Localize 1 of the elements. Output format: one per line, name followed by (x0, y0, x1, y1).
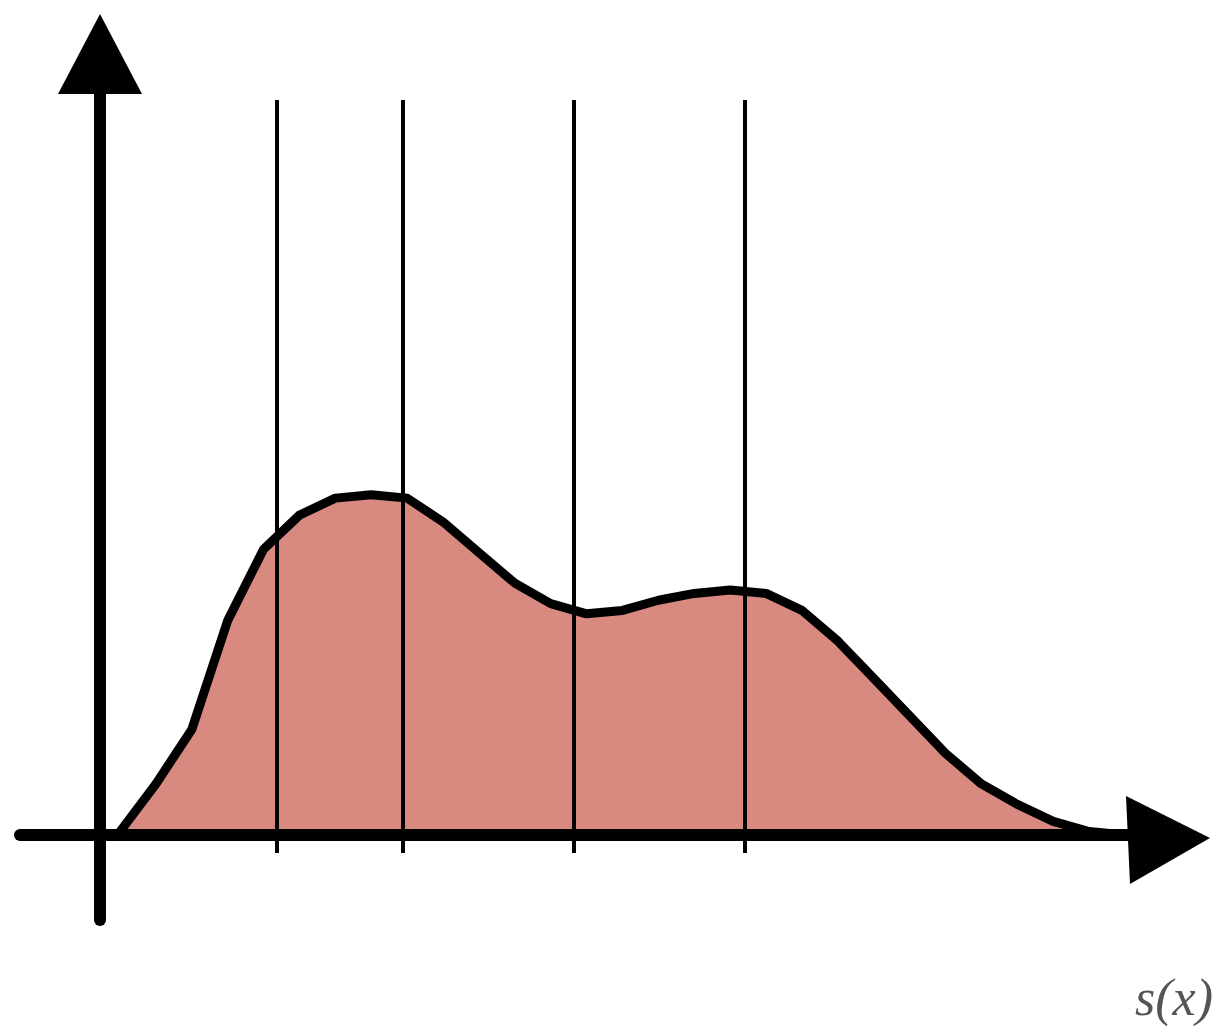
x-axis-title: s(x) (1135, 968, 1213, 1027)
